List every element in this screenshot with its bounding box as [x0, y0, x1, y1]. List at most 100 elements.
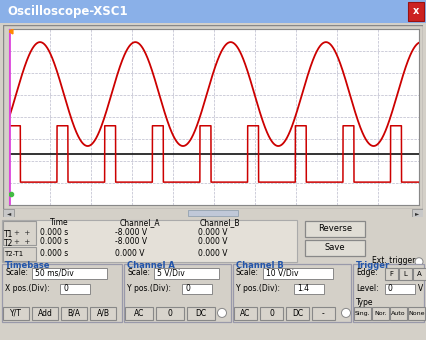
Text: Channel B: Channel B [236, 261, 284, 270]
Text: L: L [403, 271, 407, 277]
Text: T2: T2 [4, 239, 13, 248]
Bar [412, 209, 423, 217]
Bar [90, 307, 116, 320]
Text: -8.000 V: -8.000 V [115, 237, 147, 246]
Bar [182, 284, 212, 294]
Bar [286, 307, 309, 320]
Text: Timebase: Timebase [5, 261, 51, 270]
Text: ►: ► [415, 211, 420, 216]
Circle shape [218, 308, 227, 318]
Text: 10 V/Div: 10 V/Div [266, 269, 299, 278]
Text: X pos.(Div):: X pos.(Div): [5, 284, 49, 293]
Text: Sing.: Sing. [355, 311, 370, 316]
Bar [154, 268, 219, 279]
Bar [390, 307, 407, 320]
Text: Level:: Level: [356, 284, 379, 293]
Text: Channel A: Channel A [127, 261, 175, 270]
Text: DC: DC [292, 309, 303, 318]
Text: Auto: Auto [391, 311, 406, 316]
Text: Reverse: Reverse [318, 224, 352, 233]
Bar [156, 307, 184, 320]
Text: F: F [389, 271, 394, 277]
Bar [60, 284, 90, 294]
Text: Edge:: Edge: [356, 268, 377, 277]
Text: Ext. trigger: Ext. trigger [372, 256, 415, 265]
Text: 0: 0 [63, 284, 68, 293]
Text: 0: 0 [269, 309, 274, 318]
Bar [32, 307, 58, 320]
Text: x: x [413, 6, 419, 16]
Bar [187, 307, 215, 320]
Text: T2-T1: T2-T1 [4, 251, 23, 257]
Text: 0: 0 [167, 309, 173, 318]
Text: Y/T: Y/T [10, 309, 22, 318]
Text: Scale:: Scale: [5, 268, 28, 277]
Text: Time: Time [50, 218, 69, 227]
Bar [294, 284, 324, 294]
Bar [2, 264, 122, 322]
Text: -: - [322, 309, 325, 318]
Bar [3, 307, 29, 320]
Bar [305, 221, 365, 237]
Text: Scale:: Scale: [127, 268, 150, 277]
Text: Y pos.(Div):: Y pos.(Div): [127, 284, 171, 293]
Text: Save: Save [325, 243, 345, 252]
Bar [260, 307, 283, 320]
Text: T1: T1 [4, 230, 13, 239]
Text: 0.000 V: 0.000 V [198, 249, 227, 258]
Bar [408, 2, 424, 21]
Text: Scale:: Scale: [236, 268, 259, 277]
Bar [312, 307, 335, 320]
Text: 0.000 s: 0.000 s [40, 228, 68, 237]
Text: ◄: ◄ [6, 211, 11, 216]
Text: 0: 0 [185, 284, 190, 293]
Text: 1.4: 1.4 [297, 284, 309, 293]
Bar [413, 268, 426, 280]
Text: B/A: B/A [67, 309, 81, 318]
Bar [372, 307, 389, 320]
Text: A: A [417, 271, 422, 277]
Bar [3, 247, 36, 261]
Circle shape [415, 258, 423, 266]
Bar [125, 307, 153, 320]
Text: Type: Type [356, 299, 374, 307]
Bar [408, 307, 425, 320]
Bar [3, 221, 36, 245]
Text: +  +: + + [14, 230, 30, 236]
Bar [399, 268, 412, 280]
Bar [124, 264, 231, 322]
Text: 0.000 s: 0.000 s [40, 237, 68, 246]
Bar [385, 284, 415, 294]
Bar [234, 307, 257, 320]
Text: AC: AC [134, 309, 144, 318]
Text: Y pos.(Div):: Y pos.(Div): [236, 284, 280, 293]
Text: 0.000 V: 0.000 V [198, 228, 227, 237]
Text: Channel_A: Channel_A [120, 218, 161, 227]
Text: 50 ms/Div: 50 ms/Div [35, 269, 74, 278]
Bar [354, 307, 371, 320]
Bar [353, 264, 424, 322]
Text: Channel_B: Channel_B [200, 218, 241, 227]
Text: Nor.: Nor. [374, 311, 387, 316]
Bar [233, 264, 351, 322]
Text: 0.000 s: 0.000 s [40, 249, 68, 258]
Circle shape [342, 308, 351, 318]
Text: Oscilloscope-XSC1: Oscilloscope-XSC1 [8, 5, 128, 18]
Text: Add: Add [37, 309, 52, 318]
Text: 0.000 V: 0.000 V [198, 237, 227, 246]
Text: None: None [408, 311, 425, 316]
Bar [385, 268, 398, 280]
Bar [305, 240, 365, 256]
Bar [32, 268, 107, 279]
Text: V: V [418, 284, 423, 293]
Text: AC: AC [240, 309, 250, 318]
Bar [2, 220, 297, 262]
Bar [61, 307, 87, 320]
Text: DC: DC [196, 309, 207, 318]
Bar [188, 210, 238, 216]
Text: A/B: A/B [97, 309, 109, 318]
Text: 0: 0 [388, 284, 393, 293]
Text: +  +: + + [14, 239, 30, 245]
Text: -8.000 V: -8.000 V [115, 228, 147, 237]
Text: 0.000 V: 0.000 V [115, 249, 144, 258]
